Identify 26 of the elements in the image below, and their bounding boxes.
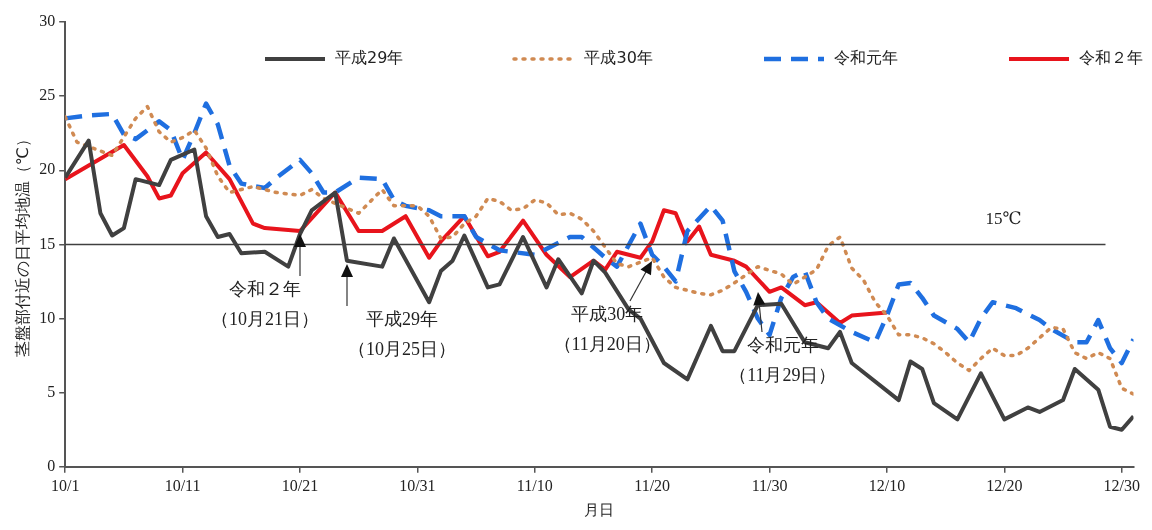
x-tick-label: 11/20 [634, 476, 671, 494]
y-tick-label: 0 [47, 457, 56, 474]
x-tick-label: 11/10 [516, 476, 553, 494]
y-tick-label: 10 [39, 308, 56, 326]
annotation: 平成29年（10月25日） [346, 307, 457, 361]
x-tick-label: 10/1 [50, 476, 80, 494]
x-tick-label: 10/31 [399, 476, 436, 494]
x-tick-label: 12/20 [986, 476, 1023, 494]
x-tick-label: 11/30 [751, 476, 788, 494]
legend-label: 平成29年 [335, 48, 404, 69]
x-tick-label: 10/21 [281, 476, 319, 494]
legend-label: 令和２年 [1079, 48, 1143, 69]
y-tick-label: 25 [39, 86, 56, 104]
x-tick-label: 12/30 [1103, 476, 1140, 494]
legend-label: 平成30年 [584, 48, 653, 69]
y-tick-label: 20 [39, 160, 56, 178]
ref-line-label: 15℃ [985, 209, 1022, 229]
x-tick-label: 12/10 [868, 476, 906, 494]
x-tick-label: 10/11 [164, 476, 201, 494]
y-tick-label: 15 [39, 234, 56, 252]
y-tick-label: 5 [47, 382, 56, 400]
y-axis-title: 茎盤部付近の日平均地温（℃） [12, 131, 32, 358]
x-axis-title: 月日 [584, 501, 615, 518]
legend-label: 令和元年 [833, 48, 898, 69]
y-tick-label: 30 [39, 12, 56, 30]
annotation: 令和２年（10月21日） [210, 278, 320, 332]
